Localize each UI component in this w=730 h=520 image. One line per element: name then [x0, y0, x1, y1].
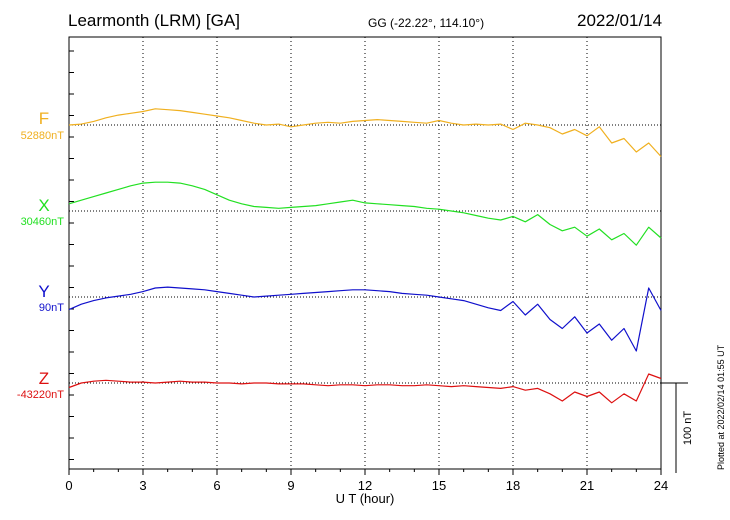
scale-bar-label: 100 nT — [682, 411, 694, 446]
series-baseline-y: 90nT — [39, 302, 64, 314]
x-tick-label: 21 — [580, 478, 594, 493]
series-name-x: X — [38, 196, 49, 215]
series-line-z — [68, 373, 662, 404]
x-tick-label: 18 — [506, 478, 520, 493]
station-title: Learmonth (LRM) [GA] — [68, 11, 240, 30]
x-tick-label: 0 — [65, 478, 72, 493]
series-line-y — [68, 286, 662, 352]
series-baseline-z: -43220nT — [17, 389, 64, 401]
series-line-x — [68, 181, 662, 246]
series-name-y: Y — [38, 282, 49, 301]
series-group — [68, 108, 662, 404]
series-name-f: F — [39, 109, 49, 128]
series-baseline-f: 52880nT — [21, 130, 65, 142]
scale-bar: 100 nT — [661, 382, 694, 473]
chart-date: 2022/01/14 — [577, 11, 663, 30]
x-tick-label: 6 — [213, 478, 220, 493]
series-name-z: Z — [39, 369, 49, 388]
station-coordinates: GG (-22.22°, 114.10°) — [368, 16, 485, 30]
x-axis-label: U T (hour) — [336, 491, 395, 506]
x-tick-label: 9 — [287, 478, 294, 493]
x-tick-label: 15 — [432, 478, 446, 493]
series-line-f — [68, 108, 662, 157]
x-tick-label: 3 — [139, 478, 146, 493]
grid — [69, 37, 661, 469]
series-baseline-x: 30460nT — [21, 216, 65, 228]
axis-ticks: 0 3 6 9 12 15 18 21 24 — [65, 50, 668, 493]
x-tick-label: 24 — [654, 478, 668, 493]
x-tick-label: 12 — [358, 478, 372, 493]
